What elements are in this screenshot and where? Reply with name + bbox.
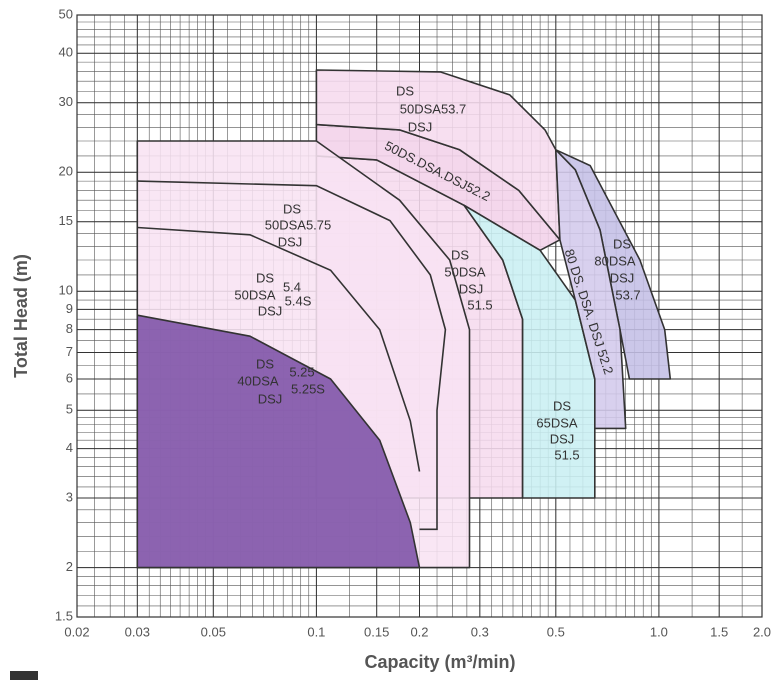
curve [137,226,421,472]
region-label: DS [256,356,274,371]
region-label: DSJ [278,234,303,249]
region-label: 65DSA [536,415,578,430]
x-tick-label: 0.15 [364,624,389,639]
region-label: 5.4S [285,293,312,308]
y-tick-label: 7 [66,344,73,359]
y-tick-label: 30 [59,94,73,109]
region-label: DSJ [258,391,283,406]
y-tick-label: 20 [59,164,73,179]
region-label: DS [256,270,274,285]
x-tick-label: 0.03 [125,624,150,639]
region [554,149,627,430]
y-axis-label: Total Head (m) [11,254,31,378]
region-label: 51.5 [467,297,492,312]
region-label: 53.7 [615,287,640,302]
region-label: 50DSA5.75 [265,217,332,232]
y-tick-label: 10 [59,283,73,298]
region-label: DS [396,83,414,98]
x-tick-label: 0.1 [307,624,325,639]
region-label: DSJ [408,119,433,134]
region-label: 50DSA [234,287,276,302]
region-label: 80DSA [594,253,636,268]
region-label: 50DSA [444,264,486,279]
region-label: DSJ [550,431,575,446]
y-tick-label: 2 [66,559,73,574]
region-label: DSJ [459,281,484,296]
region-label: DSJ [258,303,283,318]
y-tick-label: 50 [59,6,73,21]
region-label: 51.5 [554,447,579,462]
x-tick-label: 1.0 [650,624,668,639]
x-tick-label: 0.05 [201,624,226,639]
y-tick-label: 4 [66,440,73,455]
x-tick-label: 0.02 [64,624,89,639]
region [463,204,596,499]
region-label: 50DSA53.7 [400,101,467,116]
x-tick-label: 0.5 [547,624,565,639]
y-tick-label: 5 [66,402,73,417]
x-tick-label: 0.2 [410,624,428,639]
x-tick-label: 1.5 [710,624,728,639]
y-tick-label: 6 [66,370,73,385]
region [136,314,421,569]
region-label: DS [553,398,571,413]
y-tick-label: 15 [59,213,73,228]
region-label: DSJ [610,270,635,285]
region-label: 5.4 [283,279,301,294]
region-label: 5.25S [291,381,325,396]
curve [137,180,447,531]
region-label: DS [283,201,301,216]
plot-frame [76,14,763,618]
legend-icon [10,671,38,680]
x-tick-label: 2.0 [753,624,771,639]
x-tick-label: 0.3 [471,624,489,639]
y-tick-label: 9 [66,301,73,316]
region-label: 40DSA [237,373,279,388]
x-axis-label: Capacity (m³/min) [364,652,515,672]
region-label: DS [613,236,631,251]
y-tick-label: 40 [59,45,73,60]
y-tick-label: 8 [66,321,73,336]
y-tick-label: 3 [66,489,73,504]
region-label: DS [451,247,469,262]
region-label: 5.25 [289,364,314,379]
y-tick-label: 1.5 [55,608,73,623]
